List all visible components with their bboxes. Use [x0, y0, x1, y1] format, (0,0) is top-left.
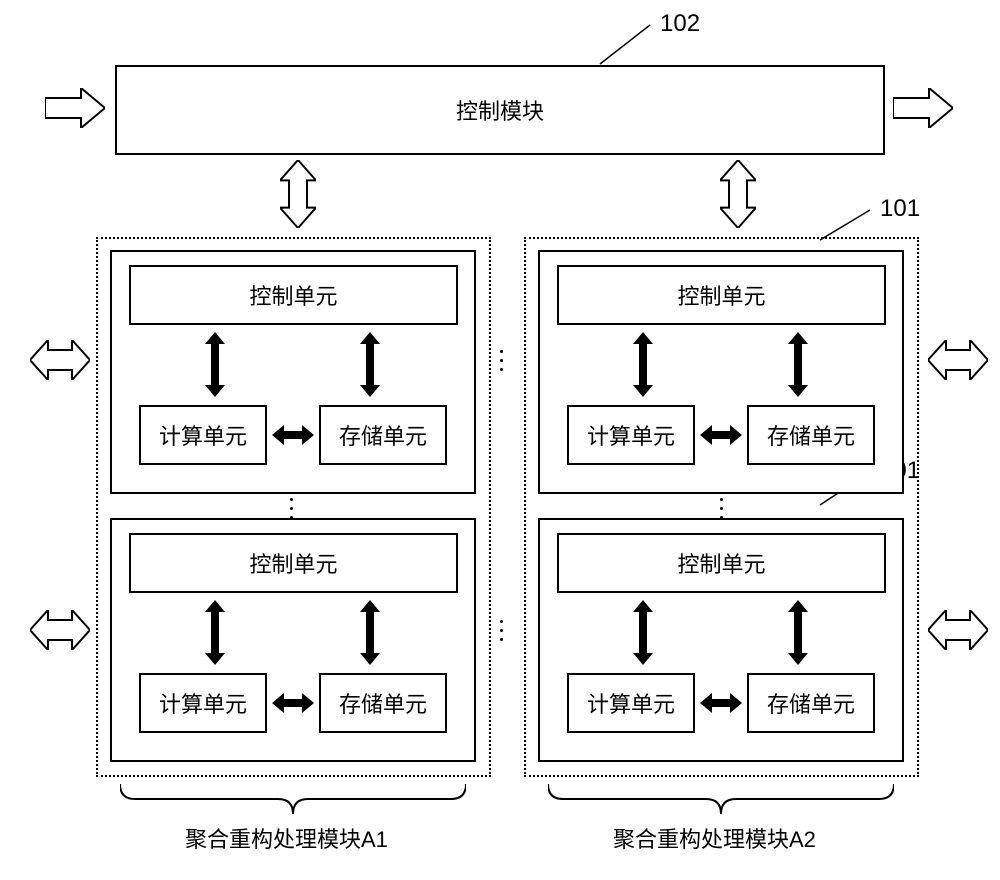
bidir-arrow-side-left-top — [30, 340, 90, 380]
control-unit-box: 控制单元 — [129, 265, 458, 325]
storage-unit-box: 存储单元 — [747, 673, 875, 733]
control-unit-label: 控制单元 — [249, 279, 337, 311]
compute-unit-box: 计算单元 — [567, 673, 695, 733]
bidir-arrow-control-a2 — [720, 160, 756, 228]
ellipsis-a2-vertical — [720, 498, 723, 519]
brace-a1 — [120, 784, 466, 814]
control-unit-box: 控制单元 — [129, 533, 458, 593]
bidir-arrow-side-right-bot — [928, 610, 988, 650]
compute-unit-box: 计算单元 — [567, 405, 695, 465]
ellipsis-between-bot — [500, 620, 503, 641]
control-unit-label: 控制单元 — [677, 279, 765, 311]
brace-a2 — [548, 784, 894, 814]
input-arrow-left — [45, 88, 105, 128]
storage-unit-label: 存储单元 — [339, 687, 427, 719]
compute-unit-label: 计算单元 — [587, 419, 675, 451]
bidir-arrow-side-left-bot — [30, 610, 90, 650]
control-unit-label: 控制单元 — [249, 547, 337, 579]
compute-unit-box: 计算单元 — [139, 405, 267, 465]
module-a2-caption: 聚合重构处理模块A2 — [613, 822, 816, 854]
storage-unit-label: 存储单元 — [767, 687, 855, 719]
control-module-box: 控制模块 — [115, 65, 885, 155]
module-a1-caption: 聚合重构处理模块A1 — [185, 822, 388, 854]
storage-unit-box: 存储单元 — [747, 405, 875, 465]
control-unit-box: 控制单元 — [557, 533, 886, 593]
storage-unit-label: 存储单元 — [767, 419, 855, 451]
ellipsis-between-top — [500, 350, 503, 371]
bidir-arrow-control-a1 — [280, 160, 316, 228]
control-unit-box: 控制单元 — [557, 265, 886, 325]
compute-unit-label: 计算单元 — [587, 687, 675, 719]
control-unit-label: 控制单元 — [677, 547, 765, 579]
storage-unit-box: 存储单元 — [319, 673, 447, 733]
bidir-arrow-side-right-top — [928, 340, 988, 380]
compute-unit-label: 计算单元 — [159, 687, 247, 719]
storage-unit-label: 存储单元 — [339, 419, 427, 451]
reference-102: 102 — [660, 10, 700, 38]
storage-unit-box: 存储单元 — [319, 405, 447, 465]
technical-diagram: 控制模块 102 101 101 控制单元 计算单元 存储单元 控制单元 计算单… — [0, 0, 1000, 880]
reference-101-a: 101 — [880, 195, 920, 223]
compute-unit-box: 计算单元 — [139, 673, 267, 733]
control-module-label: 控制模块 — [456, 94, 544, 126]
ellipsis-a1-vertical — [290, 498, 293, 519]
compute-unit-label: 计算单元 — [159, 419, 247, 451]
output-arrow-right — [893, 88, 953, 128]
